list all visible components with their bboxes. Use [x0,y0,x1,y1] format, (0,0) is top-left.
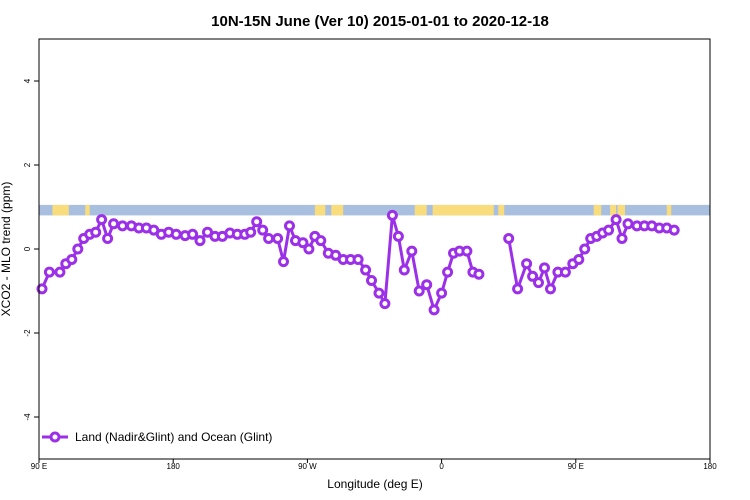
legend-marker [49,431,61,443]
data-point [616,233,628,244]
y-tick-label: -2 [23,329,32,337]
data-point [117,220,128,232]
data-point [436,287,448,299]
data-point [360,264,372,276]
data-point [373,287,385,299]
data-point [36,283,48,295]
data-point [315,235,327,247]
legend: Land (Nadir&Glint) and Ocean (Glint) [42,430,272,444]
data-point [108,218,120,230]
y-tick-label: -4 [23,413,32,421]
land-segment-7 [593,204,602,216]
data-point [512,283,524,295]
data-point [442,266,454,278]
chart-title: 10N-15N June (Ver 10) 2015-01-01 to 2020… [211,13,549,30]
data-point [473,268,485,280]
data-point [533,277,544,289]
land-segment-1 [85,204,90,216]
data-point [428,304,440,316]
x-tick-label: 90 W [298,462,317,471]
y-tick-label: 0 [23,246,32,251]
data-point [521,258,533,270]
legend-label: Land (Nadir&Glint) and Ocean (Glint) [75,430,272,444]
data-point [245,226,257,238]
data-point [668,224,680,236]
land-segment-3 [331,204,344,216]
data-point [379,298,391,310]
land-segment-2 [314,204,326,216]
data-point [284,220,295,232]
y-tick-label: 4 [23,78,32,83]
y-axis-label: XCO2 - MLO trend (ppm) [0,182,13,317]
data-point [527,270,539,282]
data-point [573,254,585,265]
data-point [170,228,182,240]
x-tick-label: 180 [703,462,717,471]
plot-frame [38,38,711,460]
series-layer [36,209,680,316]
x-axis: 90 E 180 90 W 0 90 E 180 [31,459,717,471]
data-point [366,275,377,286]
land-segment-5 [432,204,494,216]
data-point [406,245,418,257]
data-point [54,266,66,278]
data-point [392,230,404,242]
data-point [102,233,114,244]
data-point [352,254,364,265]
data-point [503,233,515,244]
data-point [90,226,102,238]
x-tick-label: 0 [439,462,444,471]
data-point [610,214,622,226]
data-point [421,279,433,291]
y-tick-label: 2 [23,162,32,167]
data-point [257,224,269,236]
ocean-band [39,204,710,216]
data-point [72,243,84,255]
land-segment-4 [414,204,427,216]
data-point [187,228,199,240]
land-segment-8 [610,204,617,216]
land-segment-10 [666,204,672,216]
data-point [297,237,309,249]
data-point [386,209,398,221]
land-ocean-strip [39,204,710,216]
data-point [278,256,289,268]
data-point [272,233,284,244]
data-point [43,266,55,278]
data-point [622,218,634,230]
x-axis-label: Longitude (deg E) [327,477,422,491]
data-point [545,283,556,295]
data-point [579,243,591,255]
x-tick-label: 90 E [568,462,584,471]
data-point [263,233,275,244]
data-point [603,224,615,236]
data-point [413,285,425,297]
data-point [194,235,206,247]
data-point [251,216,263,228]
data-point [66,254,78,265]
data-point [96,214,108,226]
land-segment-6 [498,204,505,216]
x-tick-label: 90 E [31,462,47,471]
data-point [461,245,473,257]
x-tick-label: 180 [167,462,181,471]
y-axis: -4 -2 0 2 4 [23,78,39,421]
data-point [398,264,410,276]
data-point [559,266,571,278]
data-point [539,262,550,274]
data-point [303,243,315,255]
land-segment-9 [617,204,626,216]
land-segment-0 [52,204,69,216]
